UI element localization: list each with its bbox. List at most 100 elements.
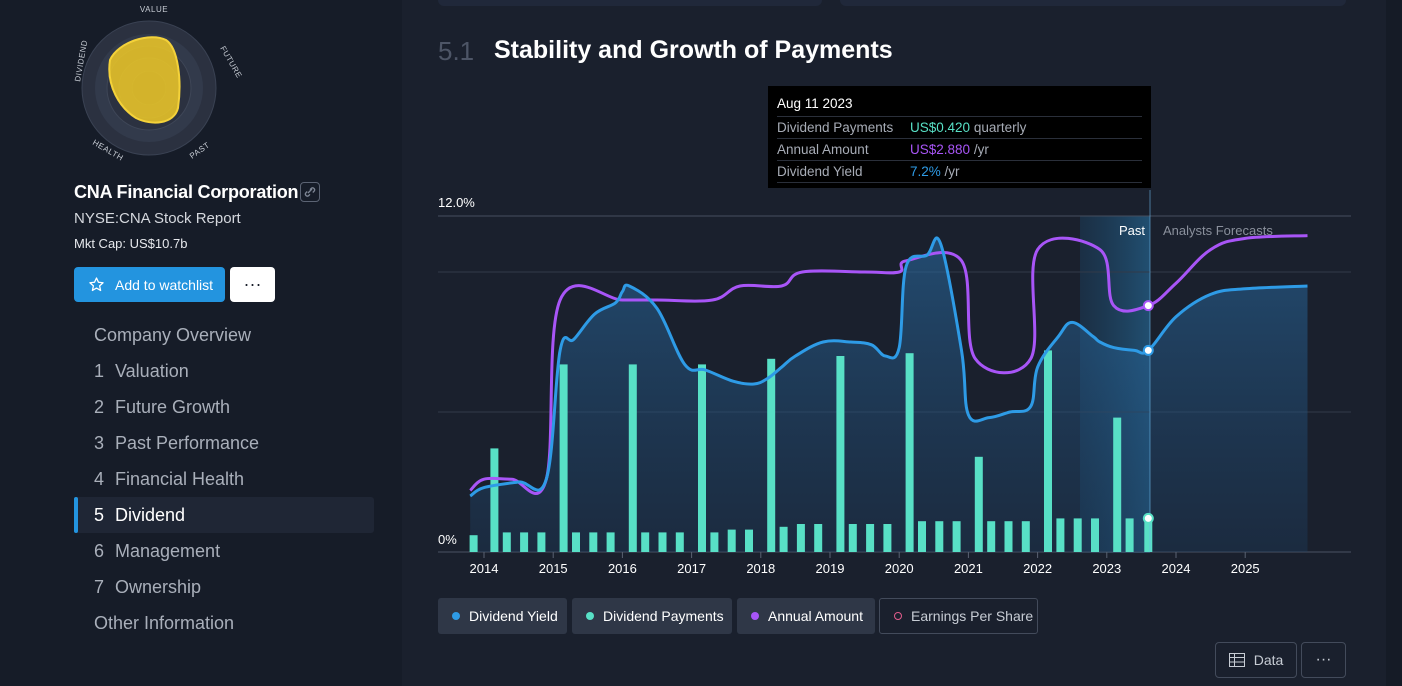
nav-number: 5	[94, 504, 105, 525]
nav-item-management[interactable]: 6 Management	[74, 533, 374, 569]
dividend-payment-bar	[1144, 518, 1153, 552]
dividend-payment-bar	[589, 532, 598, 552]
legend-dot	[751, 612, 759, 620]
previous-card	[840, 0, 1346, 6]
x-tick-label: 2024	[1162, 561, 1191, 576]
dividend-payment-bar	[537, 532, 546, 552]
dividend-payment-bar	[1073, 518, 1082, 552]
dividend-yield-marker	[1142, 344, 1154, 356]
dividend-payment-bar	[1044, 350, 1052, 552]
nav-number: 6	[94, 540, 105, 561]
dividend-payment-bar	[905, 353, 914, 552]
dividend-payment-bar	[628, 364, 637, 552]
legend-label: Dividend Yield	[469, 608, 558, 624]
nav-label: Financial Health	[115, 468, 245, 489]
dividend-payment-bar	[641, 532, 650, 552]
chart-tooltip: Aug 11 2023 Dividend Payments US$0.420 q…	[768, 86, 1151, 188]
x-tick-label: 2018	[746, 561, 775, 576]
nav-label: Future Growth	[115, 396, 231, 417]
snowflake-label-past: PAST	[188, 140, 211, 160]
tooltip-unit: quarterly	[973, 120, 1027, 135]
nav-item-financial-health[interactable]: 4 Financial Health	[74, 461, 374, 497]
legend-dot	[894, 612, 902, 620]
tooltip-row: Annual Amount US$2.880 /yr	[777, 138, 1142, 160]
dividend-payment-bar	[1004, 521, 1013, 552]
dividend-payment-bar	[1125, 518, 1134, 552]
snowflake-label-value: VALUE	[140, 5, 168, 14]
x-tick-label: 2017	[677, 561, 706, 576]
nav-item-future-growth[interactable]: 2 Future Growth	[74, 389, 374, 425]
x-axis-ticks: 2014 2015 2016 2017 2018 2019 2020 2021 2022 2023…	[470, 552, 1260, 576]
tooltip-label: Dividend Yield	[777, 164, 863, 179]
stock-ticker: NYSE:CNA Stock Report	[74, 210, 241, 227]
chart-more-button[interactable]: ···	[1301, 642, 1346, 678]
tooltip-unit: /yr	[944, 164, 960, 179]
copy-link-icon[interactable]	[300, 182, 320, 202]
dividend-payment-bar	[572, 532, 580, 552]
legend-dividend-payments[interactable]: Dividend Payments	[572, 598, 732, 634]
market-cap: Mkt Cap: US$10.7b	[74, 236, 188, 251]
x-tick-label: 2015	[539, 561, 568, 576]
nav-label: Ownership	[115, 576, 202, 597]
dividend-payment-marker	[1142, 512, 1154, 524]
nav-item-valuation[interactable]: 1 Valuation	[74, 353, 374, 389]
dividend-payment-bar	[767, 358, 776, 552]
data-table-button[interactable]: Data	[1215, 642, 1297, 678]
dividend-payment-bar	[974, 456, 983, 552]
nav-number: 4	[94, 468, 105, 489]
previous-card	[438, 0, 822, 6]
legend-earnings-per-share[interactable]: Earnings Per Share	[879, 598, 1038, 634]
dividend-payment-bar	[710, 532, 719, 552]
x-tick-label: 2014	[470, 561, 499, 576]
nav-label: Company Overview	[94, 324, 252, 345]
annual-amount-line	[469, 234, 1308, 496]
dividend-payment-bar	[658, 532, 667, 552]
tooltip-value: US$2.880	[910, 142, 971, 157]
nav-item-ownership[interactable]: 7 Ownership	[74, 569, 374, 605]
table-icon	[1228, 653, 1245, 667]
nav-item-other-information[interactable]: Other Information	[74, 605, 374, 641]
dividend-payment-bars	[469, 350, 1153, 552]
nav-number: 7	[94, 576, 105, 597]
dividend-yield-area	[470, 237, 1308, 552]
x-tick-label: 2022	[1023, 561, 1052, 576]
dividend-payment-bar	[814, 524, 823, 552]
dividend-payment-bar	[502, 532, 511, 552]
tooltip-label: Dividend Payments	[777, 120, 894, 135]
dividend-payment-bar	[1056, 518, 1065, 552]
add-to-watchlist-label: Add to watchlist	[115, 276, 214, 293]
dividend-payment-bar	[698, 364, 706, 552]
x-tick-label: 2020	[885, 561, 914, 576]
dividend-payment-bar	[918, 521, 926, 552]
forecast-region-label: Analysts Forecasts	[1163, 223, 1273, 238]
page-edge	[1386, 0, 1402, 686]
tooltip-row: Dividend Yield 7.2% /yr	[777, 160, 1142, 183]
dividend-chart[interactable]: 12.0% 0% Past Analysts Forecasts 2014 201…	[430, 190, 1360, 585]
tooltip-value: 7.2%	[910, 164, 941, 179]
company-name: CNA Financial Corporation	[74, 182, 299, 202]
add-to-watchlist-button[interactable]: Add to watchlist	[74, 267, 225, 302]
more-options-button[interactable]: ···	[230, 267, 275, 302]
nav-item-dividend[interactable]: 5 Dividend	[74, 497, 374, 533]
dividend-payment-bar	[559, 364, 568, 552]
tooltip-label: Annual Amount	[777, 142, 869, 157]
section-number: 5.1	[438, 36, 475, 66]
nav-item-past-performance[interactable]: 3 Past Performance	[74, 425, 374, 461]
nav-item-company-overview[interactable]: Company Overview	[74, 317, 374, 353]
tooltip-unit: /yr	[973, 142, 989, 157]
legend-dividend-yield[interactable]: Dividend Yield	[438, 598, 567, 634]
cursor-markers	[1142, 300, 1154, 524]
x-tick-label: 2016	[608, 561, 637, 576]
dividend-payment-bar	[1113, 417, 1122, 552]
dividend-payment-bar	[796, 524, 805, 552]
dividend-payment-bar	[675, 532, 684, 552]
past-region-label: Past	[1119, 223, 1145, 238]
section-title: Stability and Growth of Payments	[494, 36, 893, 64]
legend-label: Annual Amount	[768, 608, 863, 624]
legend-annual-amount[interactable]: Annual Amount	[737, 598, 875, 634]
dividend-payment-bar	[1091, 518, 1099, 552]
legend-dot	[452, 612, 460, 620]
nav-label: Management	[115, 540, 221, 561]
dividend-payment-bar	[745, 529, 753, 552]
dividend-payment-bar	[866, 524, 875, 552]
